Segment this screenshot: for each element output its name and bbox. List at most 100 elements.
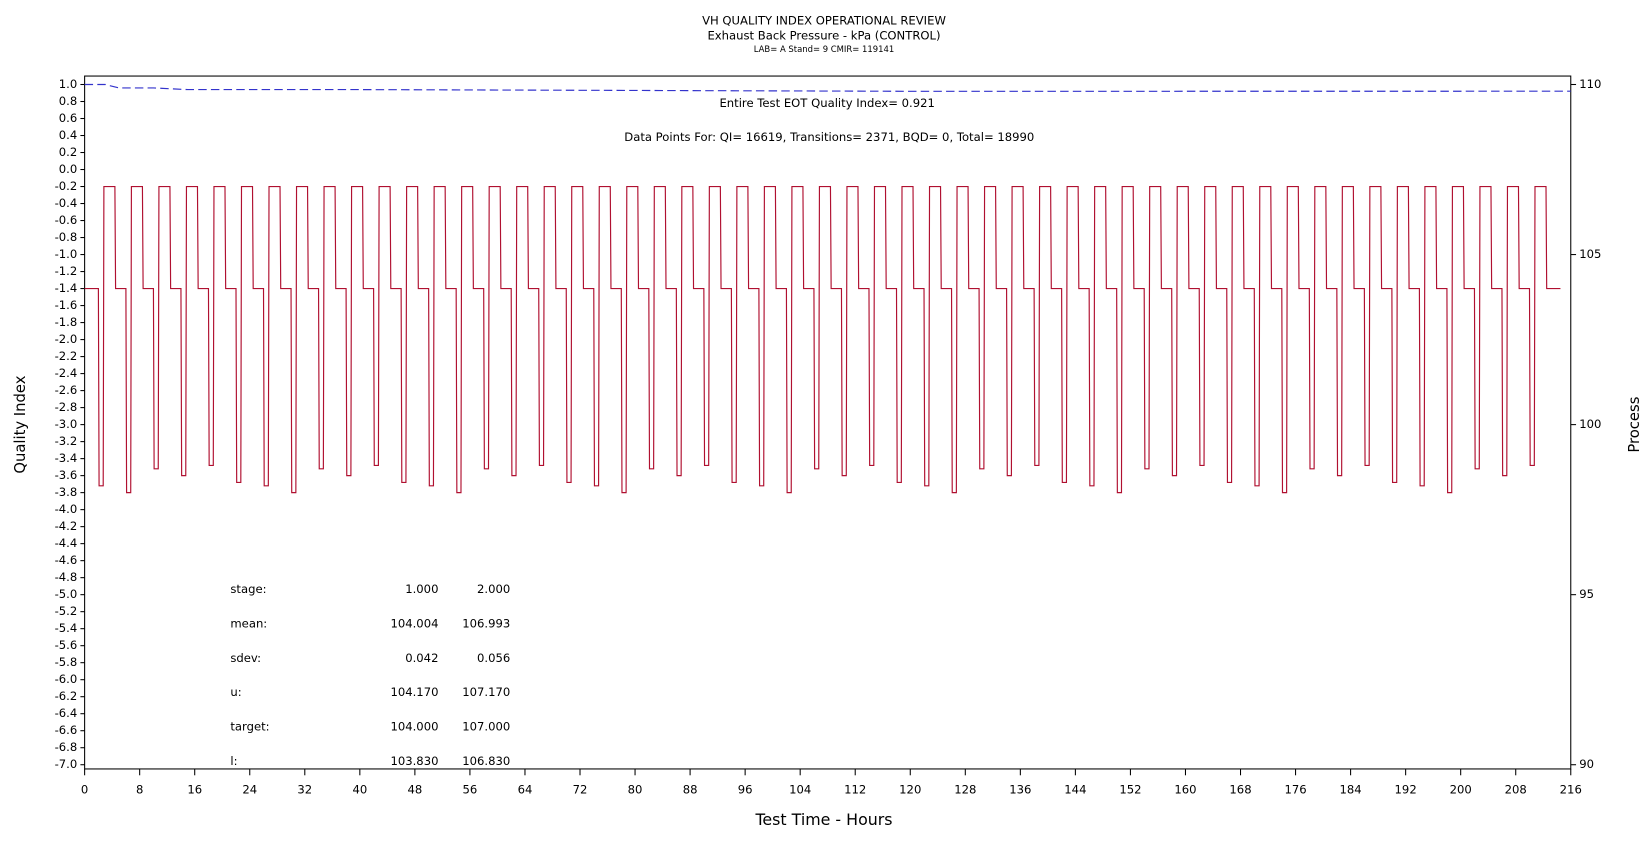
x-tick-label: 32 — [297, 783, 312, 797]
y-tick-label: -1.0 — [55, 247, 78, 261]
stats-cell: u: — [230, 685, 241, 699]
y-tick-label: -4.0 — [55, 502, 78, 516]
y-tick-label: -1.4 — [55, 281, 78, 295]
x-tick-label: 64 — [518, 783, 533, 797]
x-tick-label: 48 — [407, 783, 422, 797]
y-tick-label: -7.0 — [55, 757, 78, 771]
y-tick-label: -1.2 — [55, 264, 78, 278]
annotation: Data Points For: QI= 16619, Transitions=… — [624, 130, 1034, 144]
y-tick-label: -5.2 — [55, 604, 78, 618]
y-axis-label: Quality Index — [12, 375, 29, 473]
x-tick-label: 176 — [1284, 783, 1306, 797]
stats-cell: 107.170 — [462, 685, 510, 699]
stats-cell: 106.993 — [462, 616, 510, 630]
y-tick-label: -3.6 — [55, 468, 78, 482]
x-tick-label: 8 — [136, 783, 143, 797]
y-tick-label: -4.2 — [55, 519, 78, 533]
y-tick-label: -5.8 — [55, 655, 78, 669]
y-tick-label: -2.4 — [55, 366, 78, 380]
x-tick-label: 40 — [352, 783, 367, 797]
data-line — [84, 83, 1571, 92]
x-tick-label: 96 — [738, 783, 753, 797]
y-tick-label: -6.6 — [55, 723, 78, 737]
x-tick-label: 128 — [954, 783, 976, 797]
y-tick-label: -6.2 — [55, 689, 78, 703]
plot-frame — [84, 75, 1572, 770]
y-tick-label: 0.8 — [59, 94, 77, 108]
y-tick-label: -6.0 — [55, 672, 78, 686]
y-tick-label: -3.0 — [55, 417, 78, 431]
stats-cell: 104.000 — [390, 720, 438, 734]
y-tick-label: 0.2 — [59, 145, 77, 159]
y-tick-label: -4.8 — [55, 570, 78, 584]
y-tick-label: -0.4 — [55, 196, 78, 210]
x-tick-label: 24 — [242, 783, 257, 797]
y-tick-label: 0.6 — [59, 111, 77, 125]
y2-tick-label: 100 — [1579, 417, 1601, 431]
chart-subtitle: Exhaust Back Pressure - kPa (CONTROL) — [707, 28, 940, 42]
stats-cell: stage: — [230, 582, 266, 596]
stats-cell: 103.830 — [390, 754, 438, 768]
y-tick-label: 0.0 — [59, 162, 77, 176]
y-tick-label: -6.4 — [55, 706, 78, 720]
y-tick-label: -3.2 — [55, 434, 78, 448]
x-tick-label: 80 — [628, 783, 643, 797]
y-tick-label: -1.6 — [55, 298, 78, 312]
data-line — [84, 185, 1561, 494]
y-tick-label: -2.0 — [55, 332, 78, 346]
y2-tick-label: 105 — [1579, 247, 1601, 261]
stats-cell: 0.042 — [405, 651, 438, 665]
x-tick-label: 104 — [789, 783, 811, 797]
stats-cell: 0.056 — [477, 651, 510, 665]
y-tick-label: -3.8 — [55, 485, 78, 499]
stats-cell: l: — [230, 754, 237, 768]
y2-tick-label: 110 — [1579, 77, 1601, 91]
y-tick-label: -0.2 — [55, 179, 78, 193]
y-tick-label: 0.4 — [59, 128, 77, 142]
x-tick-label: 88 — [683, 783, 698, 797]
y-tick-label: -2.2 — [55, 349, 78, 363]
y-tick-label: -4.6 — [55, 553, 78, 567]
y-tick-label: -1.8 — [55, 315, 78, 329]
stats-cell: 1.000 — [405, 582, 438, 596]
x-tick-label: 192 — [1395, 783, 1417, 797]
x-tick-label: 216 — [1560, 783, 1582, 797]
y-tick-label: -3.4 — [55, 451, 78, 465]
stats-cell: 107.000 — [462, 720, 510, 734]
y-tick-label: -5.6 — [55, 638, 78, 652]
x-tick-label: 208 — [1505, 783, 1527, 797]
chart-subtitle: LAB= A Stand= 9 CMIR= 119141 — [754, 44, 894, 54]
y-tick-label: -0.6 — [55, 213, 78, 227]
x-tick-label: 168 — [1229, 783, 1251, 797]
x-tick-label: 136 — [1009, 783, 1031, 797]
x-tick-label: 56 — [463, 783, 478, 797]
annotation: Entire Test EOT Quality Index= 0.921 — [719, 96, 934, 110]
stats-cell: sdev: — [230, 651, 261, 665]
y2-axis-label: Process — [1626, 397, 1643, 453]
chart-title: VH QUALITY INDEX OPERATIONAL REVIEW — [702, 14, 946, 28]
x-tick-label: 160 — [1174, 783, 1196, 797]
y-tick-label: -4.4 — [55, 536, 78, 550]
stats-cell: 2.000 — [477, 582, 510, 596]
stats-cell: 104.170 — [390, 685, 438, 699]
y-tick-label: -0.8 — [55, 230, 78, 244]
y2-tick-label: 95 — [1579, 587, 1594, 601]
x-tick-label: 144 — [1064, 783, 1086, 797]
y-tick-label: 1.0 — [59, 77, 77, 91]
x-tick-label: 184 — [1340, 783, 1362, 797]
x-tick-label: 200 — [1450, 783, 1472, 797]
x-tick-label: 120 — [899, 783, 921, 797]
x-tick-label: 152 — [1119, 783, 1141, 797]
x-tick-label: 72 — [573, 783, 588, 797]
x-tick-label: 112 — [844, 783, 866, 797]
stats-cell: 106.830 — [462, 754, 510, 768]
y-tick-label: -5.0 — [55, 587, 78, 601]
y2-tick-label: 90 — [1579, 757, 1594, 771]
stats-cell: target: — [230, 720, 269, 734]
x-axis-label: Test Time - Hours — [754, 810, 892, 829]
stats-cell: mean: — [230, 616, 267, 630]
y-tick-label: -5.4 — [55, 621, 78, 635]
y-tick-label: -2.8 — [55, 400, 78, 414]
